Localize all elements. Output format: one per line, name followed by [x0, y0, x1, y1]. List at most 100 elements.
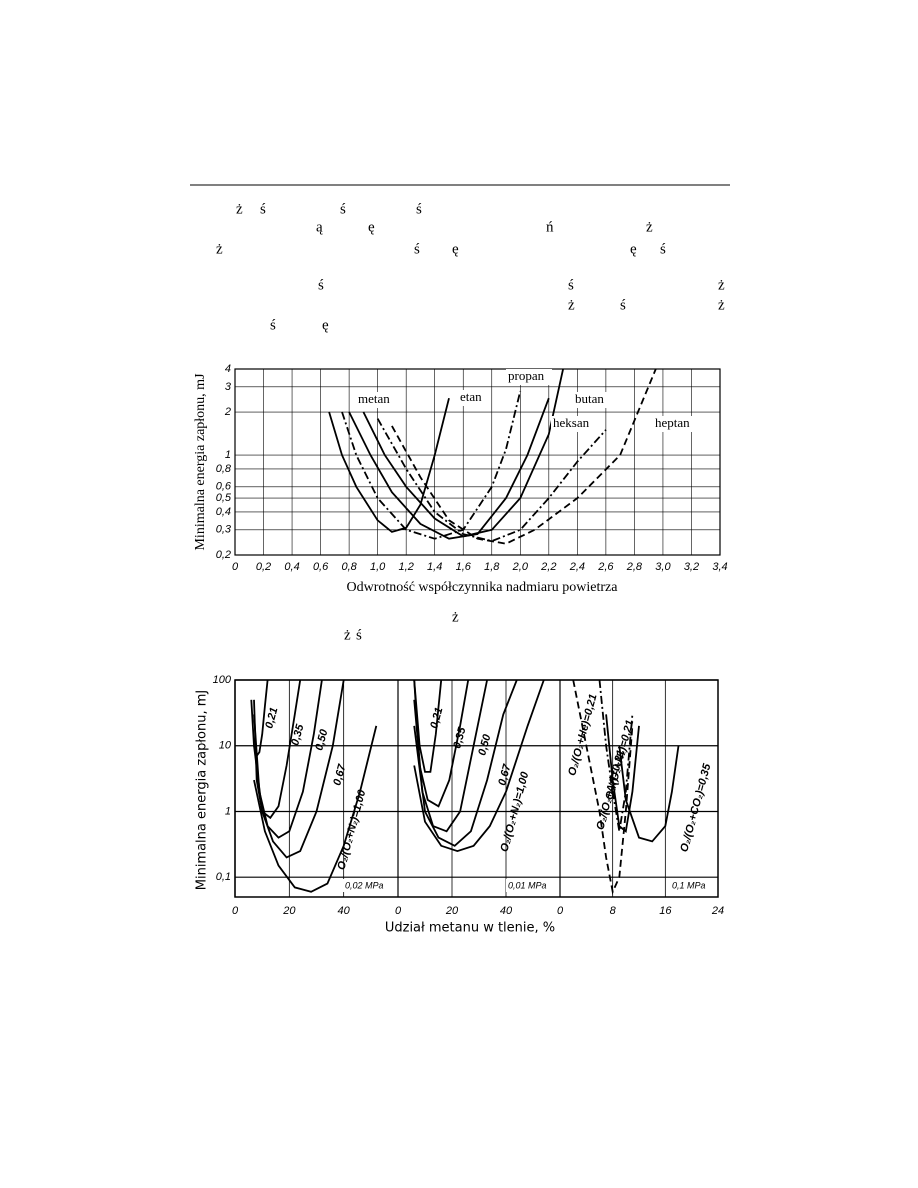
x-tick-label: 40	[500, 905, 513, 917]
series-line	[341, 390, 522, 540]
y-tick-label: 0,2	[216, 549, 231, 561]
text-fragment: ś	[340, 201, 346, 217]
x-tick-label: 1,0	[370, 561, 386, 573]
x-axis-title: Odwrotność współczynnika nadmiaru powiet…	[347, 580, 619, 595]
text-fragment: ż	[718, 277, 725, 293]
x-tick-label: 0	[395, 905, 402, 917]
x-tick-label: 0	[232, 905, 239, 917]
x-tick-label: 8	[610, 905, 617, 917]
text-fragment: ż	[646, 219, 653, 235]
series-label: heksan	[553, 415, 590, 430]
text-fragment: ś	[356, 627, 362, 643]
x-tick-label: 0,6	[313, 561, 329, 573]
text-fragment: ś	[416, 201, 422, 217]
y-tick-label: 1	[225, 805, 231, 817]
x-tick-label: 1,8	[484, 561, 500, 573]
series-label: 0,35	[289, 722, 306, 747]
y-tick-label: 2	[224, 406, 231, 418]
series-line	[598, 679, 634, 832]
text-fragment: ń	[546, 219, 554, 235]
series-label: 0,67	[331, 762, 348, 787]
x-tick-label: 16	[659, 905, 672, 917]
label-bg	[670, 879, 713, 892]
label-bg	[458, 390, 490, 406]
y-tick-label: 0,8	[216, 463, 232, 475]
series-label: propan	[508, 368, 545, 383]
x-axis-title: Udział metanu w tlenie, %	[385, 921, 555, 936]
text-fragment: ś	[620, 297, 626, 313]
series-label: heptan	[655, 415, 690, 430]
text-fragment: ś	[568, 277, 574, 293]
text-fragment: ę	[630, 241, 637, 257]
series-line	[413, 679, 518, 847]
text-fragment: ę	[322, 317, 329, 333]
series-line	[253, 679, 302, 820]
x-tick-label: 1,6	[456, 561, 472, 573]
text-fragment: ż	[216, 241, 223, 257]
text-fragment: ś	[318, 277, 324, 293]
x-tick-label: 0,8	[341, 561, 357, 573]
x-tick-label: 40	[338, 905, 351, 917]
series-label: butan	[575, 391, 604, 406]
x-tick-label: 3,4	[712, 561, 727, 573]
text-fragment: ż	[718, 297, 725, 313]
x-tick-label: 1,4	[427, 561, 442, 573]
x-tick-label: 24	[711, 905, 724, 917]
x-tick-label: 20	[445, 905, 459, 917]
y-tick-label: 0,6	[216, 481, 232, 493]
text-fragment: ż	[344, 627, 351, 643]
y-axis-title: Minimalna energia zapłonu, mJ	[195, 690, 210, 891]
y-tick-label: 3	[225, 381, 232, 393]
series-line	[253, 725, 378, 893]
x-tick-label: 1,2	[399, 561, 414, 573]
x-tick-label: 2,0	[512, 561, 529, 573]
series-label: 0,50	[476, 732, 493, 757]
series-line	[253, 679, 345, 859]
text-fragment: ś	[414, 241, 420, 257]
label-bg	[653, 416, 699, 432]
series-label: 0,50	[313, 727, 330, 752]
label-bg	[506, 879, 554, 892]
series-label: etan	[460, 389, 482, 404]
x-tick-label: 3,2	[684, 561, 699, 573]
x-tick-label: 0	[557, 905, 564, 917]
series-line	[362, 368, 564, 538]
y-tick-label: 4	[225, 363, 231, 375]
x-tick-label: 0,4	[284, 561, 299, 573]
text-fragment: ś	[260, 201, 266, 217]
x-tick-label: 0,2	[256, 561, 271, 573]
y-axis-title: Minimalna energia zapłonu, mJ	[193, 373, 208, 551]
x-tick-label: 2,6	[597, 561, 614, 573]
series-label: 0,35	[451, 725, 468, 750]
text-fragment: ż	[568, 297, 575, 313]
x-tick-label: 2,8	[626, 561, 643, 573]
label-bg	[356, 392, 395, 408]
text-fragment: ż	[236, 201, 243, 217]
x-tick-label: 2,2	[540, 561, 556, 573]
series-line	[618, 745, 680, 843]
series-line	[348, 397, 550, 540]
x-tick-label: 3,0	[655, 561, 671, 573]
y-tick-label: 0,1	[216, 871, 231, 883]
label-bg	[343, 879, 391, 892]
y-tick-label: 1	[225, 449, 231, 461]
label-bg	[551, 416, 597, 432]
series-line	[328, 397, 450, 533]
text-fragment: ę	[452, 241, 459, 257]
series-line	[376, 418, 607, 543]
x-tick-label: 0	[232, 561, 239, 573]
series-line	[391, 368, 657, 545]
panel-annotation: 0,02 MPa	[345, 880, 384, 890]
series-label: metan	[358, 391, 390, 406]
series-line	[605, 714, 640, 833]
y-tick-label: 10	[219, 740, 232, 752]
y-tick-label: 100	[213, 674, 232, 686]
text-fragment: ą	[316, 219, 323, 235]
text-fragment: ę	[368, 219, 375, 235]
y-tick-label: 0,5	[216, 492, 232, 504]
text-fragment: ś	[660, 241, 666, 257]
text-fragment: ż	[452, 609, 459, 625]
series-line	[572, 679, 634, 895]
